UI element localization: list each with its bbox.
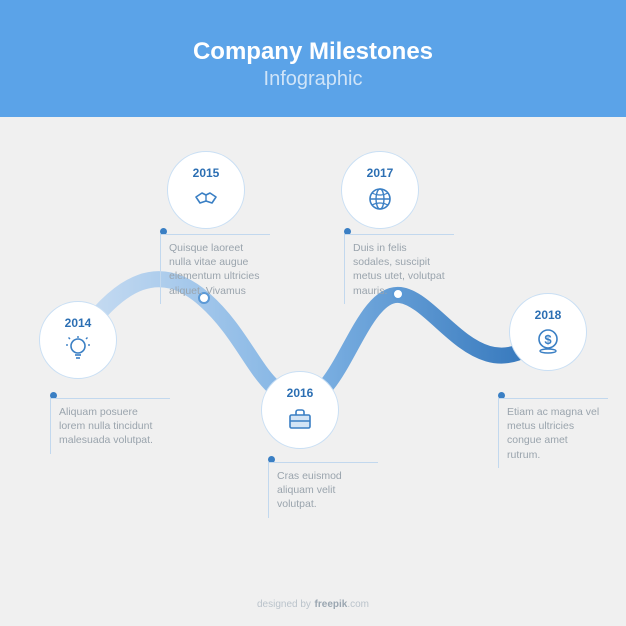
page-subtitle: Infographic	[0, 68, 626, 91]
header: Company Milestones Infographic	[0, 0, 626, 117]
milestone-2015: 2015	[167, 151, 245, 229]
globe-icon	[365, 184, 395, 214]
year-label: 2014	[65, 316, 92, 330]
milestone-2017: 2017	[341, 151, 419, 229]
lightbulb-icon	[63, 334, 93, 364]
milestone-2018: 2018	[509, 293, 587, 371]
milestone-2014-text: Aliquam posuere lorem nulla tincidunt ma…	[50, 398, 170, 454]
milestone-2017-text: Duis in felis sodales, suscipit metus ut…	[344, 234, 454, 304]
footer-credit: designed by freepik.com	[0, 599, 626, 610]
milestone-2014: 2014	[39, 301, 117, 379]
handshake-icon	[191, 184, 221, 214]
milestone-2018-text: Etiam ac magna vel metus ultricies congu…	[498, 398, 608, 468]
year-label: 2016	[287, 386, 314, 400]
dollar-coins-icon	[533, 326, 563, 356]
footer-brand: freepik	[315, 599, 348, 610]
year-label: 2017	[367, 166, 394, 180]
milestone-2016: 2016	[261, 371, 339, 449]
milestone-2016-text: Cras euismod aliquam velit volutpat.	[268, 462, 378, 518]
briefcase-icon	[285, 404, 315, 434]
footer-suffix: .com	[347, 599, 369, 610]
year-label: 2018	[535, 308, 562, 322]
footer-prefix: designed by	[257, 599, 314, 610]
year-label: 2015	[193, 166, 220, 180]
milestone-2015-text: Quisque laoreet nulla vitae augue elemen…	[160, 234, 270, 304]
page-title: Company Milestones	[0, 38, 626, 66]
